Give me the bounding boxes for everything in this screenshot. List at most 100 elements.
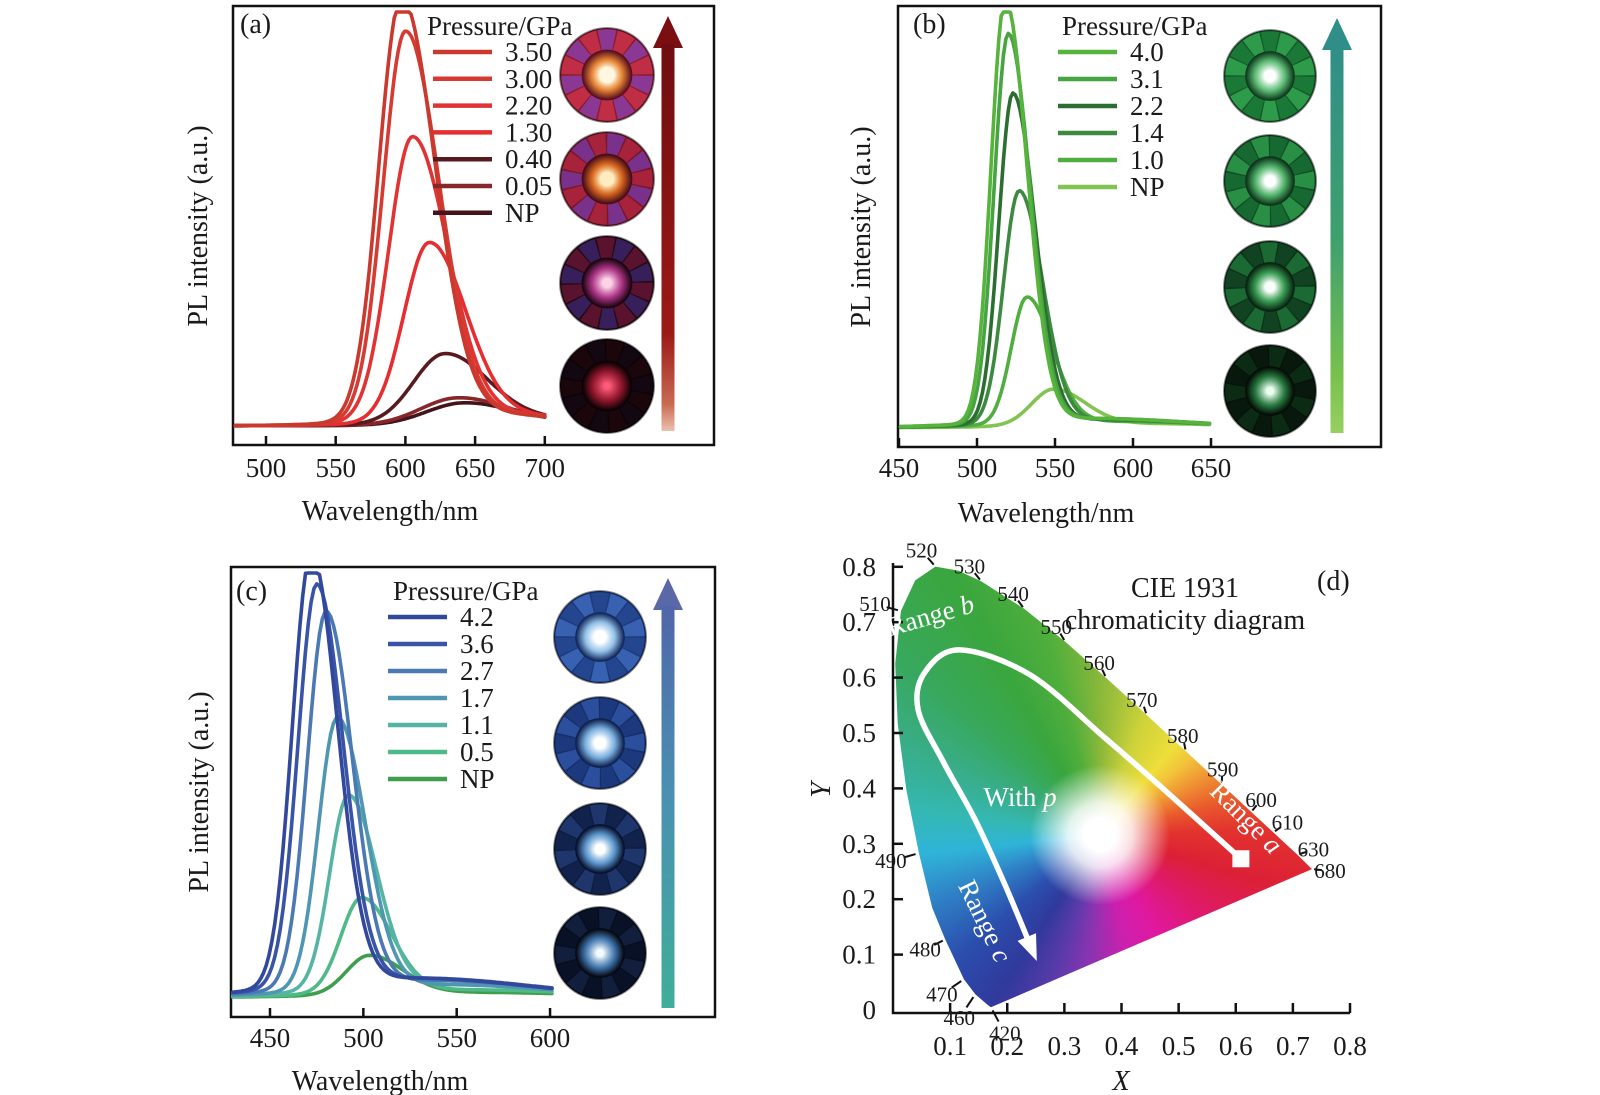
dac-facet xyxy=(1252,202,1270,226)
dac-facet xyxy=(1243,305,1266,331)
panel-b-xtick-label: 500 xyxy=(957,453,998,483)
dac-facet xyxy=(583,974,601,998)
dac-facet xyxy=(1284,251,1310,276)
panel-c-legend-label: NP xyxy=(460,764,495,794)
dac-facet xyxy=(572,655,595,681)
panel-d-ytick-label: 0.3 xyxy=(842,829,876,859)
panel-c-xlabel: Wavelength/nm xyxy=(292,1066,469,1095)
locus-wavelength-label: 610 xyxy=(1272,810,1304,834)
dac-facet xyxy=(572,593,595,619)
panel-b-legend-label: 2.2 xyxy=(1130,91,1164,121)
dac-facet xyxy=(573,867,596,893)
dac-facet xyxy=(566,39,592,65)
panel-d-ytick-label: 0.6 xyxy=(842,663,876,693)
dac-facet xyxy=(589,407,609,432)
locus-wavelength-label: 550 xyxy=(1041,615,1073,639)
annotation-b: Range b xyxy=(883,589,977,642)
dac-facet xyxy=(1262,309,1281,332)
dac-facet xyxy=(622,85,648,111)
panel-a-dac-photo xyxy=(559,131,655,227)
dac-facet xyxy=(1288,395,1314,417)
dac-facet xyxy=(1288,153,1314,176)
dac-emission-glow xyxy=(576,613,624,661)
dac-facet xyxy=(618,715,644,738)
dac-emission-glow xyxy=(1246,263,1294,311)
panel-a-label: (a) xyxy=(240,9,271,40)
dac-facet xyxy=(617,924,643,947)
dac-facet xyxy=(628,75,653,94)
dac-facet xyxy=(622,942,645,961)
dac-facet xyxy=(566,968,591,994)
dac-facet xyxy=(566,758,590,784)
dac-facet xyxy=(588,200,607,225)
panel-a-frame xyxy=(231,4,716,447)
dac-facet xyxy=(1225,57,1250,76)
panel-b-pressure-arrow-shaft xyxy=(1330,46,1344,433)
dac-facet xyxy=(1249,346,1269,371)
panel-a-legend-label: 3.50 xyxy=(505,37,552,67)
panel-c-dac-photo xyxy=(553,590,647,684)
dac-facet xyxy=(618,400,644,426)
panel-c-ylabel: PL intensity (a.u.) xyxy=(184,691,215,892)
dac-facet xyxy=(561,265,586,284)
panel-b-label: (b) xyxy=(913,9,946,40)
dac-facet xyxy=(566,294,593,319)
dac-facet xyxy=(579,908,599,933)
panel-a-legend-title: Pressure/GPa xyxy=(427,11,572,41)
panel-c-curve-0.5 xyxy=(230,895,554,999)
dac-facet xyxy=(611,966,636,992)
panel-d: (d) CIE 1931 chromaticity diagram X Y 0.… xyxy=(806,539,1367,1095)
dac-facet xyxy=(606,866,629,892)
dac-facet xyxy=(1241,244,1264,270)
dac-facet xyxy=(1260,98,1280,121)
locus-tick xyxy=(965,996,975,1008)
dac-emission-glow xyxy=(582,154,632,204)
panel-d-ytick-label: 0.2 xyxy=(842,884,876,914)
dac-facet xyxy=(1275,32,1298,58)
dac-facet xyxy=(560,860,586,885)
dac-facet xyxy=(590,592,610,615)
panel-a-curve-2.20 xyxy=(233,134,547,428)
locus-wavelength-label: 580 xyxy=(1167,724,1199,748)
dac-facet xyxy=(1291,286,1315,305)
panel-a-pressure-arrow-shaft xyxy=(661,44,675,431)
dac-facet xyxy=(561,378,585,398)
locus-wavelength-label: 510 xyxy=(859,592,891,616)
panel-d-xtick-label: 0.7 xyxy=(1276,1031,1310,1061)
dac-facet xyxy=(1259,242,1278,265)
dac-facet xyxy=(620,829,645,848)
panel-c-dac-photo xyxy=(553,906,647,1000)
dac-facet xyxy=(615,858,641,883)
panel-c-curve-1.7 xyxy=(230,716,554,997)
panel-c-legend-label: 1.1 xyxy=(460,710,494,740)
locus-wavelength-label: 630 xyxy=(1298,838,1330,862)
panel-d-xtick-label: 0.2 xyxy=(990,1031,1024,1061)
dac-facet xyxy=(572,194,597,220)
dac-facet xyxy=(564,914,589,940)
dac-facet xyxy=(562,359,588,382)
dac-facet xyxy=(556,748,582,771)
dac-facet xyxy=(600,698,618,722)
panel-d-ytick-label: 0.1 xyxy=(842,940,876,970)
dac-emission-glow xyxy=(1246,157,1294,205)
locus-wavelength-label: 590 xyxy=(1207,757,1239,781)
panel-c: (c) PL intensity (a.u.) Wavelength/nm Pr… xyxy=(184,565,717,1095)
dac-facet xyxy=(555,734,578,753)
dac-facet xyxy=(1225,288,1250,307)
dac-facet xyxy=(1230,86,1256,111)
dac-facet xyxy=(614,813,640,838)
locus-wavelength-label: 460 xyxy=(944,1006,976,1030)
dac-facet xyxy=(625,184,652,207)
dac-facet xyxy=(629,374,653,394)
dac-facet xyxy=(1242,32,1265,58)
dac-facet xyxy=(622,39,648,65)
dac-facet xyxy=(1226,186,1252,209)
locus-wavelength-label: 680 xyxy=(1314,859,1346,883)
dac-facet xyxy=(599,908,617,932)
trajectory-start-square xyxy=(1232,850,1250,868)
dac-facet xyxy=(571,806,594,832)
dac-facet xyxy=(1290,76,1315,95)
locus-tick xyxy=(1017,600,1024,608)
dac-facet xyxy=(622,293,649,318)
dac-facet xyxy=(561,75,586,94)
